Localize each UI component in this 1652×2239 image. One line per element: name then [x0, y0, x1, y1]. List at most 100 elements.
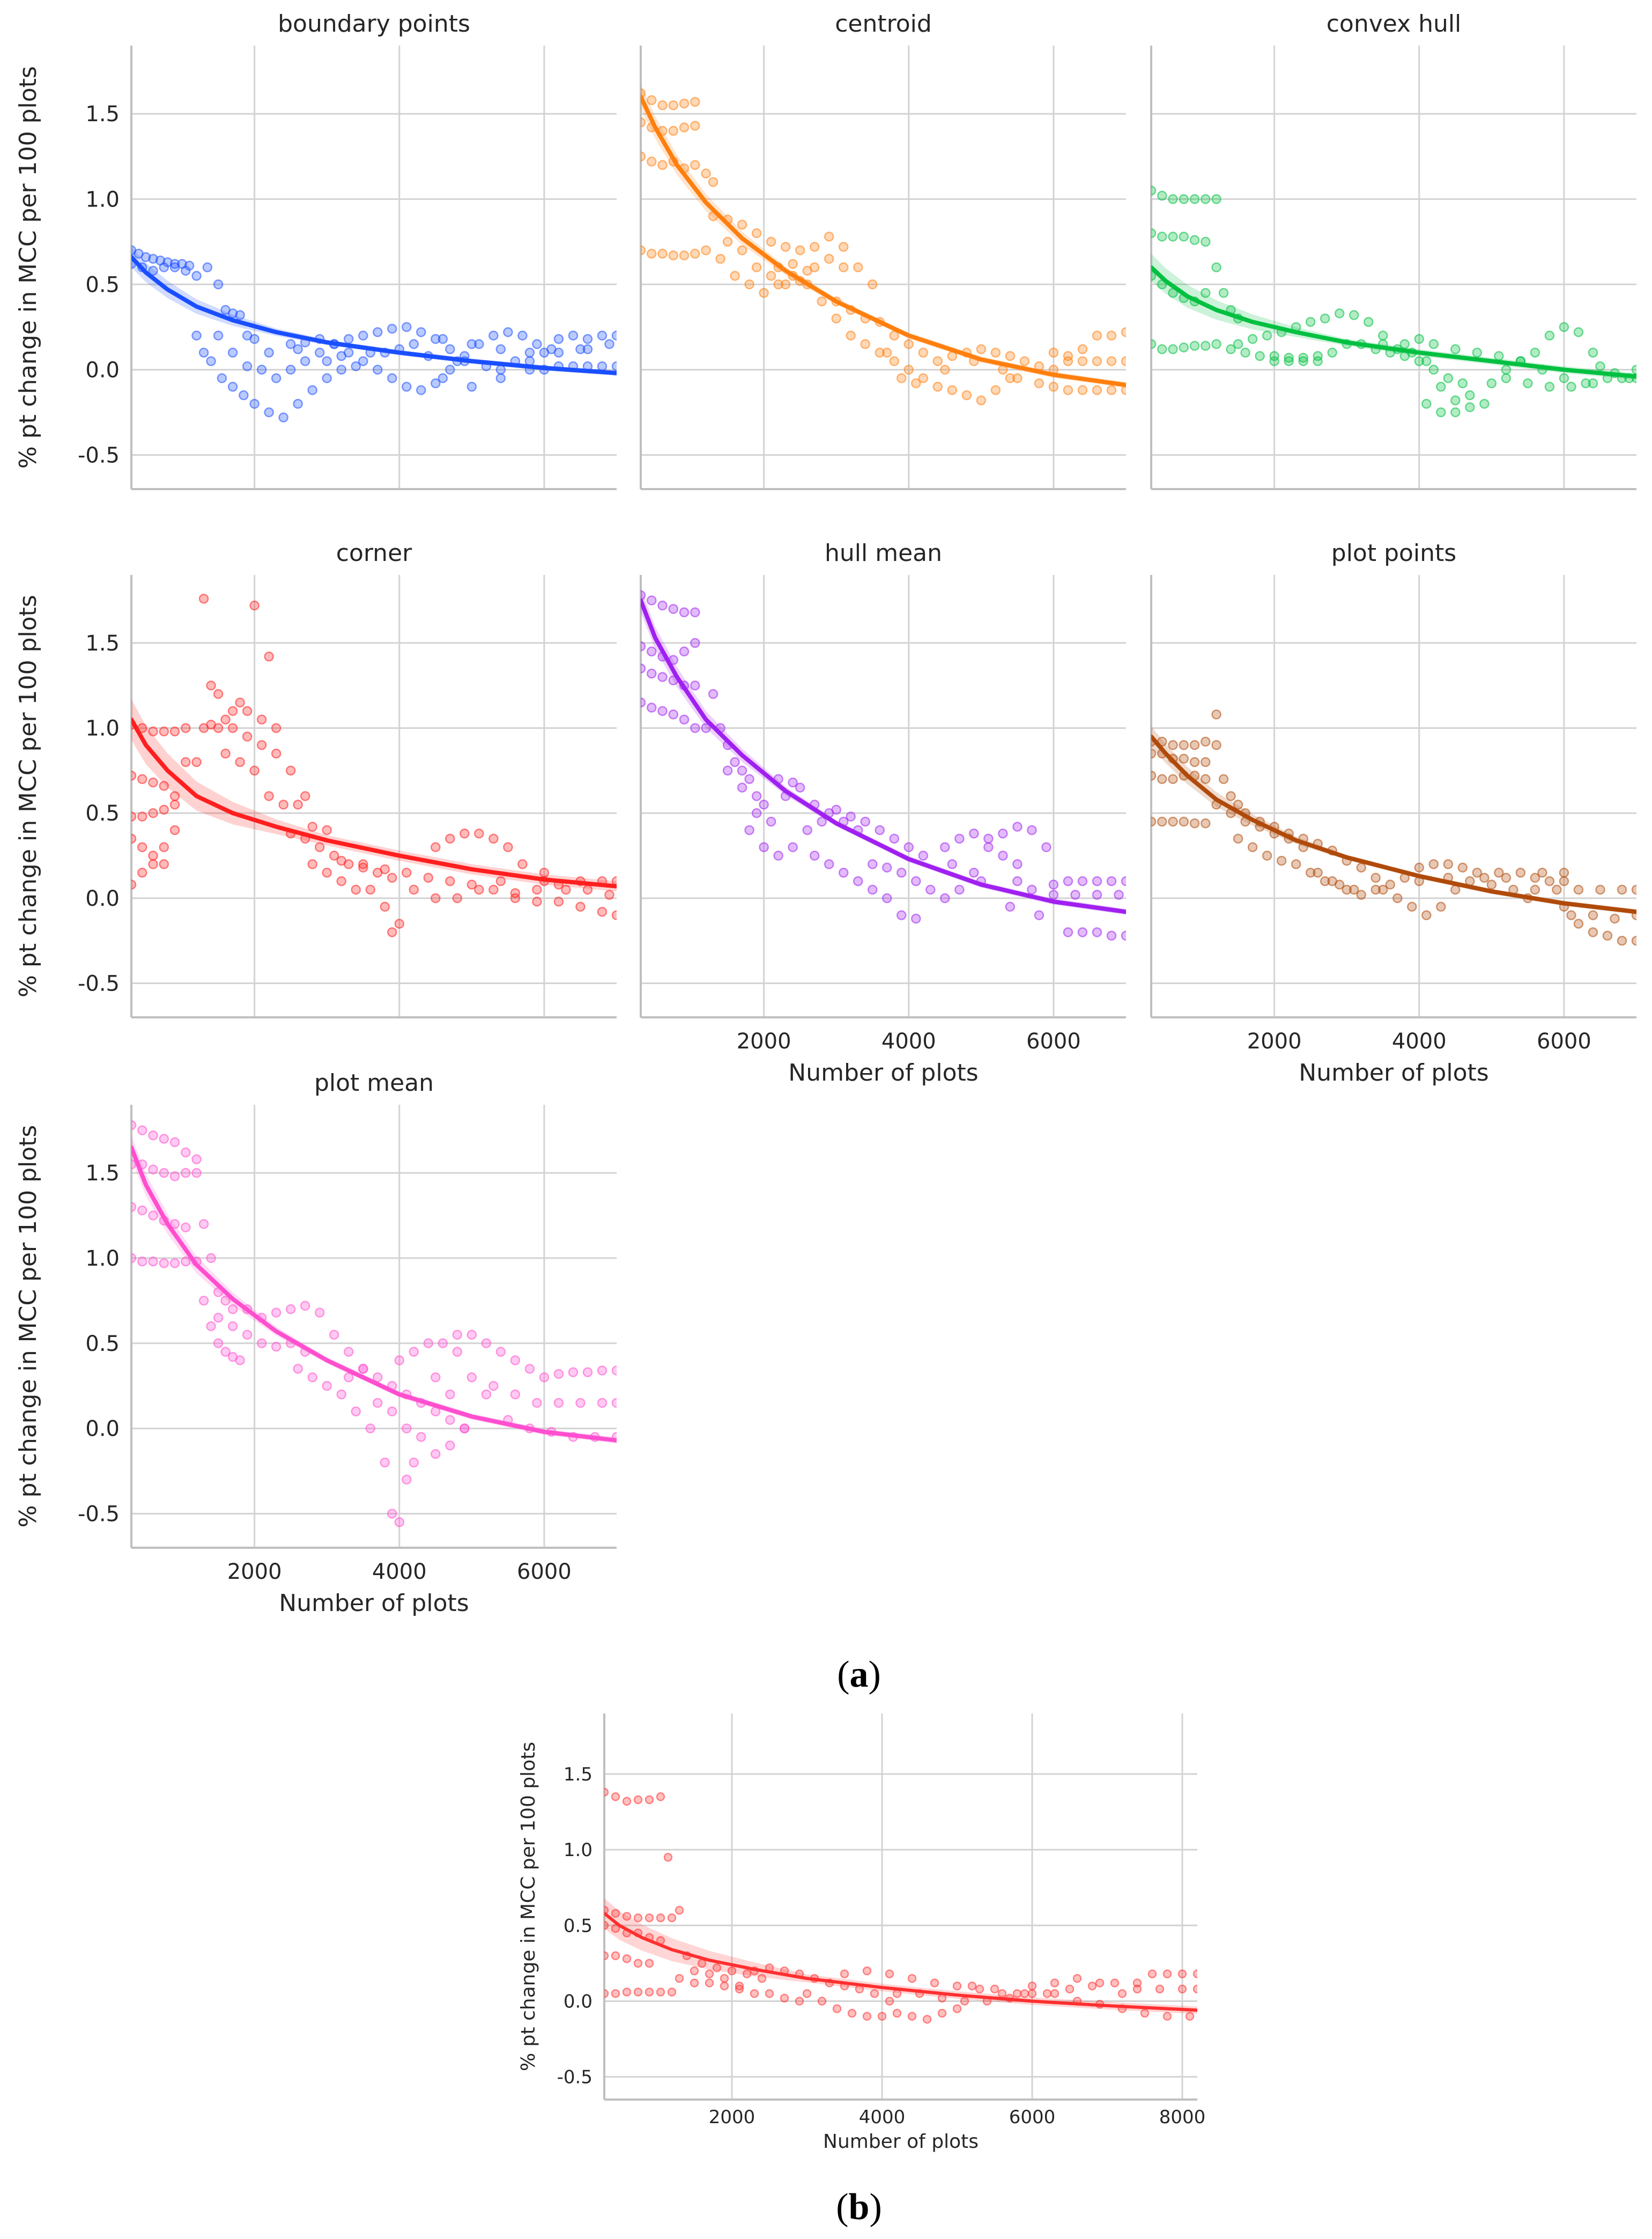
scatter-point: [169, 1171, 180, 1181]
scatter-point: [169, 1258, 180, 1268]
scatter-point: [568, 1367, 579, 1378]
scatter-point: [1530, 873, 1540, 883]
scatter-point: [553, 896, 564, 907]
scatter-point: [1179, 231, 1189, 242]
scatter-point: [690, 607, 700, 618]
scatter-point: [1179, 740, 1189, 750]
scatter-point: [242, 731, 253, 742]
scatter-point: [679, 607, 690, 618]
scatter-point: [838, 262, 849, 272]
scatter-point: [285, 339, 296, 349]
scatter-point: [1421, 356, 1432, 366]
scatter-point: [1544, 330, 1555, 341]
scatter-point: [735, 1981, 744, 1991]
scatter-point: [423, 1338, 434, 1349]
scatter-point: [198, 348, 209, 358]
scatter-point: [416, 1432, 426, 1442]
scatter-point: [198, 594, 209, 604]
scatter-point: [169, 258, 180, 269]
scatter-point: [795, 782, 805, 793]
scatter-point: [387, 373, 397, 383]
scatter-point: [503, 842, 513, 852]
y-tick-label: 1.5: [564, 1764, 592, 1785]
x-tick-label: 6000: [1009, 2107, 1056, 2128]
scatter-point: [220, 1347, 231, 1357]
scatter-point: [918, 851, 929, 861]
scatter-point: [1065, 1984, 1075, 1994]
scatter-point: [249, 334, 260, 344]
scatter-point: [358, 859, 368, 869]
scatter-point: [918, 348, 929, 358]
scatter-point: [730, 757, 740, 767]
scatter-point: [679, 714, 690, 725]
scatter-point: [1151, 771, 1157, 781]
scatter-point: [181, 1222, 191, 1232]
scatter-point: [1201, 757, 1211, 767]
scatter-point: [137, 842, 147, 852]
scatter-point: [773, 279, 783, 290]
scatter-point: [889, 330, 900, 341]
scatter-point: [131, 771, 137, 781]
scatter-point: [622, 1987, 632, 1997]
scatter-point: [597, 330, 608, 341]
scatter-point: [750, 1989, 759, 1998]
scatter-point: [438, 1338, 448, 1349]
scatter-point: [1151, 186, 1157, 196]
scatter-point: [1501, 873, 1512, 883]
scatter-point: [737, 765, 747, 776]
scatter-point: [1255, 351, 1265, 361]
scatter-point: [1472, 348, 1483, 358]
scatter-point: [169, 1137, 180, 1148]
scatter-point: [387, 1406, 397, 1417]
x-tick-label: 6000: [517, 1560, 572, 1584]
scatter-point: [1305, 868, 1316, 878]
scatter-point: [657, 672, 668, 682]
scatter-point: [1414, 356, 1425, 366]
x-tick-label: 2000: [709, 2107, 755, 2128]
scatter-point: [897, 373, 907, 383]
scatter-point: [1185, 2012, 1195, 2021]
panel-convex-hull: convex hull: [1150, 10, 1636, 490]
scatter-point: [1450, 407, 1461, 418]
scatter-point: [846, 811, 856, 822]
scatter-point: [466, 339, 477, 349]
scatter-point: [1179, 342, 1189, 353]
scatter-point: [1284, 356, 1294, 366]
scatter-point: [1327, 876, 1337, 886]
fit-line: [131, 1145, 617, 1443]
panel-boundary-points: -0.5 0.0 0.5 1.0 1.5 boundary points % pt chan…: [14, 10, 617, 490]
scatter-point: [445, 1389, 455, 1400]
scatter-point: [488, 833, 499, 844]
scatter-point: [647, 248, 657, 259]
scatter-point: [373, 1398, 383, 1408]
scatter-point: [604, 890, 614, 900]
scatter-point: [930, 1978, 939, 1987]
scatter-point: [1356, 862, 1366, 873]
scatter-point: [1414, 862, 1425, 873]
scatter-point: [307, 1372, 317, 1383]
scatter-point: [715, 254, 725, 264]
scatter-point: [860, 339, 870, 349]
scatter-point: [722, 237, 733, 247]
plot-area: [131, 594, 617, 937]
scatter-point: [611, 330, 617, 341]
scatter-point: [1201, 287, 1211, 298]
x-axis-label: Number of plots: [1299, 1059, 1488, 1087]
scatter-point: [647, 595, 657, 605]
scatter-point: [1092, 876, 1102, 886]
y-tick-label: 1.0: [85, 1246, 120, 1271]
scatter-point: [860, 816, 870, 827]
scatter-point: [568, 330, 579, 341]
scatter-point: [387, 1509, 397, 1519]
scatter-point: [351, 1406, 361, 1417]
scatter-point: [788, 777, 798, 788]
scatter-point: [394, 1517, 405, 1527]
scatter-point: [438, 373, 448, 383]
scatter-point: [227, 381, 238, 392]
scatter-point: [1155, 1984, 1165, 1994]
scatter-point: [445, 833, 455, 844]
x-axis-label: Number of plots: [279, 1590, 469, 1617]
scatter-point: [831, 313, 841, 324]
scatter-point: [780, 242, 791, 252]
scatter-point: [597, 907, 608, 917]
